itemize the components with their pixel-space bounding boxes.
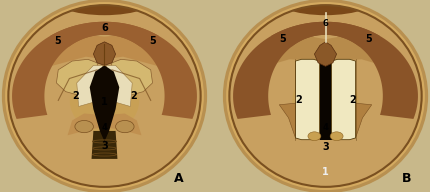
Text: 6: 6 [322, 20, 329, 28]
Polygon shape [110, 59, 153, 96]
Polygon shape [105, 65, 132, 107]
Text: 3: 3 [322, 142, 329, 152]
Text: 3: 3 [101, 141, 108, 151]
Ellipse shape [308, 132, 321, 141]
Ellipse shape [49, 0, 160, 15]
Ellipse shape [116, 120, 134, 133]
Text: 4: 4 [322, 123, 329, 132]
Polygon shape [253, 37, 398, 70]
Text: 5: 5 [366, 34, 372, 44]
Polygon shape [233, 22, 380, 119]
Ellipse shape [270, 0, 381, 15]
Text: 2: 2 [72, 91, 79, 101]
Text: 6: 6 [101, 23, 108, 33]
Polygon shape [12, 22, 159, 119]
Text: 5: 5 [280, 34, 286, 44]
Polygon shape [280, 100, 372, 140]
Text: 4: 4 [101, 123, 108, 132]
Text: 2: 2 [295, 95, 302, 105]
Ellipse shape [228, 4, 423, 188]
Ellipse shape [330, 132, 343, 141]
Text: 5: 5 [55, 36, 61, 46]
Polygon shape [90, 65, 119, 142]
Ellipse shape [75, 120, 93, 133]
Text: B: B [402, 172, 411, 185]
Ellipse shape [292, 69, 359, 132]
Text: A: A [174, 172, 183, 185]
Polygon shape [332, 59, 356, 140]
Text: 1: 1 [322, 167, 329, 177]
Ellipse shape [7, 4, 202, 188]
Text: 2: 2 [349, 95, 356, 105]
Polygon shape [295, 59, 319, 140]
Polygon shape [56, 59, 99, 96]
Polygon shape [93, 42, 116, 65]
Polygon shape [31, 35, 178, 70]
Ellipse shape [70, 69, 139, 132]
Polygon shape [271, 22, 418, 119]
Text: 5: 5 [149, 36, 156, 46]
Polygon shape [77, 65, 104, 107]
Polygon shape [68, 113, 141, 135]
Polygon shape [314, 42, 337, 66]
Text: 1: 1 [101, 97, 108, 107]
Text: 2: 2 [130, 91, 137, 101]
Polygon shape [50, 22, 197, 119]
Polygon shape [319, 59, 332, 140]
Polygon shape [92, 131, 117, 159]
